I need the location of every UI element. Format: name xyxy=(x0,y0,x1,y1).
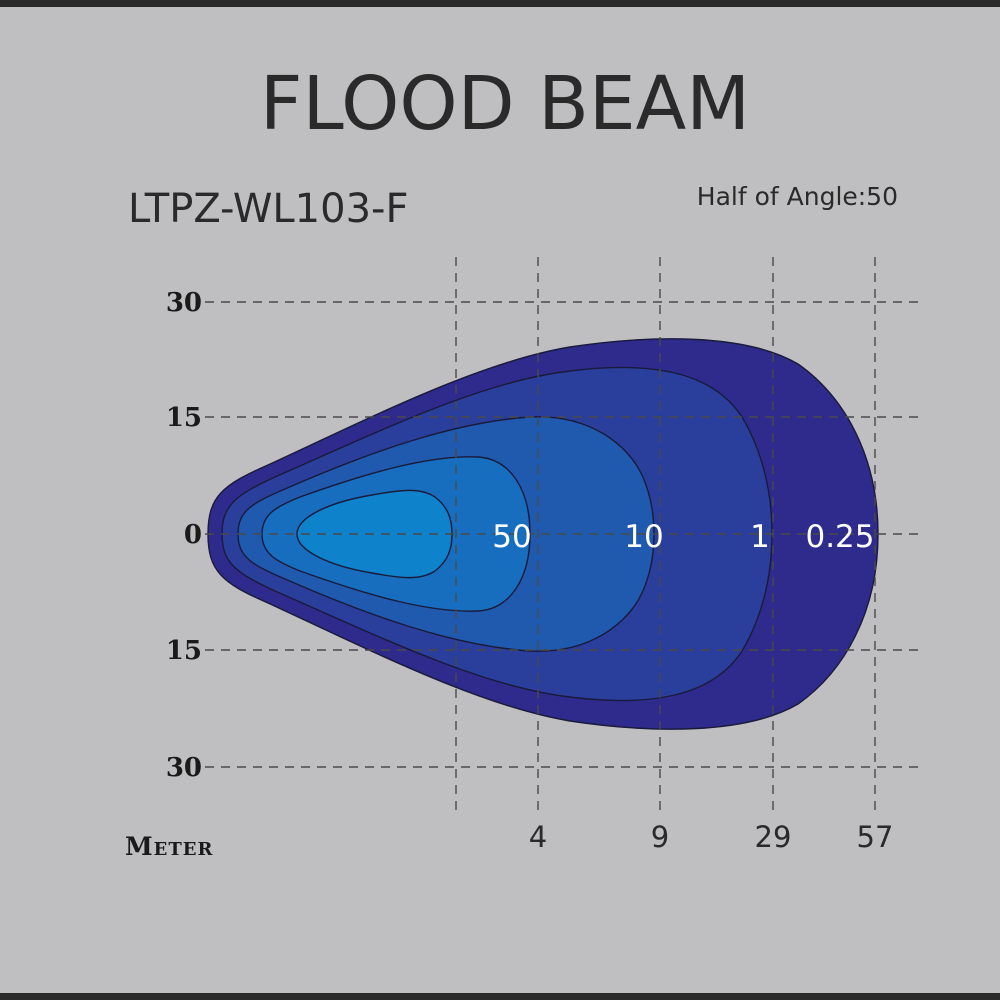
model-number: LTPZ-WL103-F xyxy=(128,186,408,232)
y-tick-label: 0 xyxy=(184,520,202,550)
x-axis-unit-label: Meter xyxy=(125,832,214,861)
contour-label: 0.25 xyxy=(805,519,874,555)
half-angle-label: Half of Angle:50 xyxy=(697,182,898,211)
contour-label: 1 xyxy=(750,519,770,555)
x-tick-label: 57 xyxy=(857,820,894,854)
x-tick-label: 29 xyxy=(755,820,792,854)
contour-labels: 0.25 1 10 50 xyxy=(492,519,874,555)
grid-lines xyxy=(205,257,918,810)
beam-pattern-chart: FLOOD BEAM LTPZ-WL103-F Half of Angle:50… xyxy=(125,61,918,861)
y-tick-label: 30 xyxy=(166,288,202,318)
x-tick-label: 9 xyxy=(651,820,669,854)
contour-label: 50 xyxy=(492,519,531,555)
chart-title: FLOOD BEAM xyxy=(260,61,750,147)
x-axis-ticks: 4 9 29 57 xyxy=(529,820,894,854)
y-tick-label: 15 xyxy=(166,403,202,433)
x-tick-label: 4 xyxy=(529,820,547,854)
y-tick-label: 30 xyxy=(166,753,202,783)
y-tick-label: 15 xyxy=(166,636,202,666)
y-axis-ticks: 30 15 0 15 30 xyxy=(166,288,202,783)
contour-label: 10 xyxy=(624,519,663,555)
